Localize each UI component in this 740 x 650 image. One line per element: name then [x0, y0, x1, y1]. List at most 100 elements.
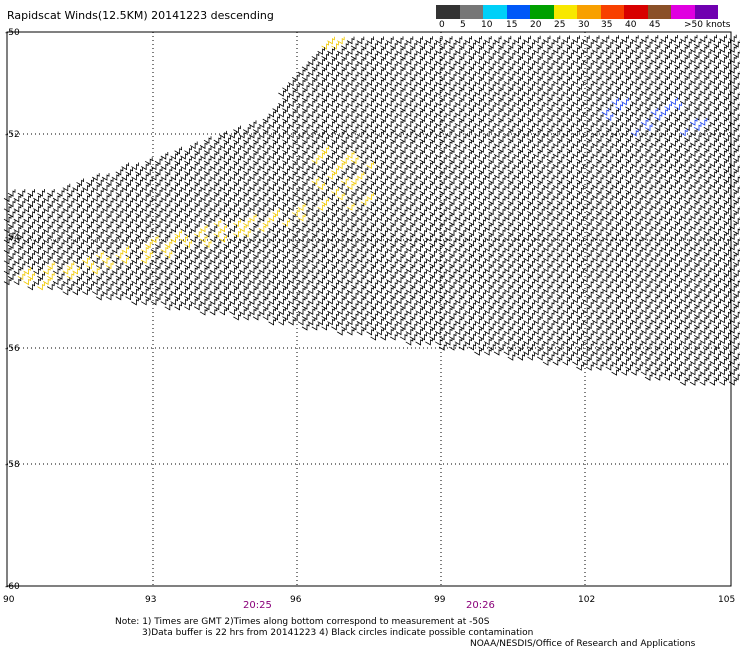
wind-barb	[180, 203, 188, 212]
wind-barb	[356, 327, 365, 336]
wind-barb	[307, 172, 316, 180]
wind-barb	[278, 317, 286, 326]
wind-barb	[474, 285, 482, 294]
wind-barb	[728, 128, 737, 137]
wind-barb	[605, 362, 614, 371]
wind-barb	[238, 162, 247, 170]
wind-barb	[621, 118, 629, 127]
wind-barb	[670, 357, 678, 366]
wind-barb	[399, 332, 408, 341]
wind-barb	[562, 305, 570, 314]
wind-barb	[121, 204, 129, 212]
wind-barb	[728, 305, 737, 313]
wind-barb	[630, 56, 639, 64]
wind-barb	[434, 46, 443, 55]
wind-barb	[23, 246, 31, 255]
wind-barb	[434, 213, 443, 221]
wind-barb	[140, 162, 149, 171]
wind-barb	[52, 204, 61, 213]
wind-barb	[719, 336, 727, 345]
wind-barb	[513, 337, 521, 346]
wind-barb	[640, 118, 649, 127]
wind-barb	[699, 66, 708, 74]
wind-barb	[219, 214, 227, 222]
wind-barb	[542, 160, 551, 169]
wind-barb	[660, 253, 668, 262]
wind-barb	[434, 36, 443, 44]
wind-barb	[719, 76, 727, 85]
wind-barb	[572, 337, 580, 345]
wind-barb	[513, 119, 521, 127]
wind-barb	[444, 233, 453, 242]
wind-barb	[679, 180, 688, 189]
wind-barb	[513, 202, 521, 210]
wind-barb	[72, 266, 80, 275]
wind-barb	[728, 76, 737, 85]
wind-barb	[552, 233, 561, 241]
wind-barb	[317, 99, 325, 107]
wind-barb	[376, 57, 384, 66]
wind-barb	[601, 264, 610, 272]
wind-barb	[532, 46, 541, 54]
wind-barb	[679, 336, 688, 345]
wind-barb	[444, 202, 453, 211]
wind-barb	[532, 295, 541, 304]
wind-barb	[395, 161, 404, 169]
wind-barb	[317, 244, 325, 253]
wind-barb	[385, 306, 394, 315]
wind-barb	[425, 327, 433, 336]
wind-barb	[709, 232, 717, 241]
wind-barb	[728, 180, 737, 189]
legend-label: >50 knots	[684, 20, 731, 30]
wind-barb	[434, 223, 443, 232]
wind-barb	[517, 353, 525, 361]
wind-barb	[483, 316, 492, 325]
wind-barb	[366, 109, 374, 118]
wind-barb	[454, 306, 463, 315]
wind-barb	[532, 337, 541, 346]
wind-barb	[415, 88, 423, 97]
wind-barb	[62, 225, 71, 234]
wind-barb	[719, 377, 727, 386]
wind-barb	[278, 151, 286, 160]
wind-barb	[523, 326, 531, 335]
wind-barb	[395, 57, 404, 65]
wind-barb	[317, 182, 325, 191]
wind-barb	[709, 180, 717, 189]
wind-barb	[503, 35, 512, 44]
wind-barb	[464, 202, 472, 211]
wind-barb	[327, 47, 335, 55]
wind-barb	[395, 234, 404, 242]
wind-barb	[611, 357, 619, 366]
wind-barb	[640, 180, 649, 189]
wind-barb	[199, 287, 208, 295]
wind-barb	[611, 108, 619, 116]
wind-barb	[291, 73, 300, 82]
pass-time-2: 20:26	[466, 600, 495, 611]
wind-barb	[321, 322, 329, 331]
wind-barb	[101, 235, 110, 244]
wind-barb	[581, 212, 590, 220]
wind-barb	[670, 201, 678, 210]
legend-labels: 0 5 10 15 20 25 30 35 40 45 >50 knots	[436, 19, 731, 33]
wind-barb	[650, 118, 659, 127]
wind-barb	[307, 307, 316, 315]
wind-barb	[131, 297, 139, 306]
wind-barb	[17, 189, 26, 197]
wind-barb	[13, 267, 22, 275]
wind-barb	[483, 347, 492, 356]
wind-barb	[366, 78, 374, 86]
wind-barb	[258, 286, 267, 295]
wind-barb	[542, 316, 551, 325]
wind-barb	[229, 255, 237, 264]
wind-barb	[405, 181, 414, 190]
wind-barb	[728, 357, 737, 365]
wind-barb	[385, 296, 394, 305]
wind-barb	[278, 276, 286, 284]
wind-barb	[503, 67, 512, 75]
wind-barb	[242, 125, 251, 134]
wind-barb	[572, 316, 580, 325]
wind-barb	[621, 295, 629, 303]
wind-barb	[317, 130, 325, 139]
wind-barb	[140, 297, 149, 306]
